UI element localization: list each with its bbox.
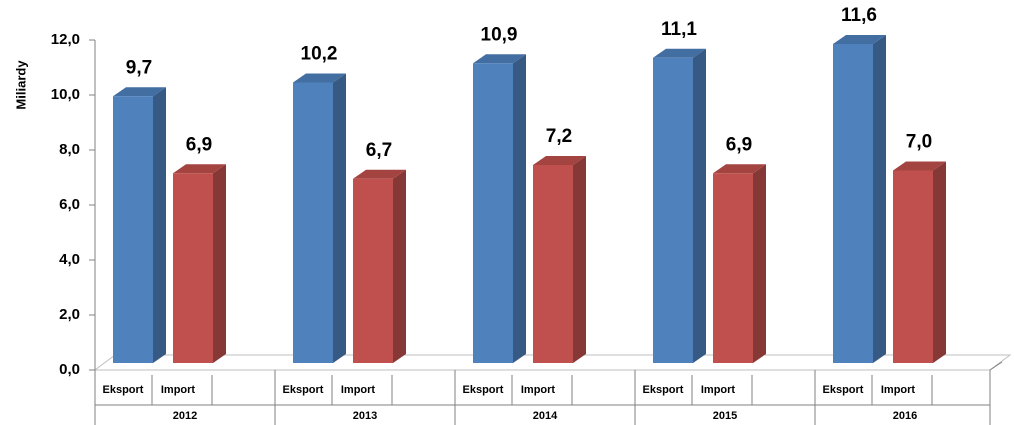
x-sub-label: Eksport bbox=[463, 384, 504, 396]
bar-top bbox=[713, 164, 766, 174]
x-sub-label: Eksport bbox=[823, 384, 864, 396]
value-label: 11,1 bbox=[661, 19, 697, 40]
bar-top bbox=[473, 54, 526, 64]
value-label: 9,7 bbox=[126, 57, 152, 78]
value-label: 6,9 bbox=[186, 134, 212, 155]
bar bbox=[173, 173, 213, 363]
y-axis-title: Miliardy bbox=[13, 60, 28, 110]
bar-top bbox=[113, 87, 166, 97]
x-sub-label: Import bbox=[341, 384, 376, 396]
bar-top bbox=[653, 48, 706, 58]
bar-top bbox=[353, 169, 406, 179]
bar-side bbox=[513, 54, 526, 363]
bar-side bbox=[753, 164, 766, 363]
bar bbox=[293, 82, 333, 363]
bar-side bbox=[873, 35, 886, 363]
x-group-label: 2015 bbox=[713, 410, 737, 422]
bar bbox=[833, 44, 873, 363]
bar-top bbox=[833, 35, 886, 44]
bar-side bbox=[153, 87, 166, 363]
bar-side bbox=[333, 73, 346, 363]
bar bbox=[473, 63, 513, 363]
bar-side bbox=[693, 48, 706, 363]
y-tick-label: 4,0 bbox=[59, 251, 80, 268]
bar-side bbox=[933, 161, 946, 363]
x-group-label: 2012 bbox=[173, 410, 197, 422]
bar-top bbox=[893, 161, 946, 171]
table-line bbox=[989, 361, 1003, 371]
value-label: 7,2 bbox=[546, 126, 572, 147]
bar bbox=[113, 96, 153, 363]
bar bbox=[353, 178, 393, 363]
x-sub-label: Import bbox=[161, 384, 196, 396]
y-tick-label: 2,0 bbox=[59, 306, 80, 323]
bar-top bbox=[173, 164, 226, 174]
bar-top bbox=[293, 73, 346, 83]
value-label: 10,9 bbox=[481, 24, 518, 45]
value-label: 7,0 bbox=[906, 132, 932, 153]
x-sub-label: Import bbox=[701, 384, 736, 396]
bar-side bbox=[393, 169, 406, 363]
bar-side bbox=[573, 156, 586, 363]
bar bbox=[653, 57, 693, 363]
value-label: 6,7 bbox=[366, 140, 392, 161]
bar-side bbox=[213, 164, 226, 363]
y-tick-label: 10,0 bbox=[51, 86, 80, 103]
x-sub-label: Eksport bbox=[283, 384, 324, 396]
value-label: 11,6 bbox=[841, 5, 877, 26]
x-group-label: 2016 bbox=[893, 410, 917, 422]
bar bbox=[533, 165, 573, 363]
y-tick-label: 8,0 bbox=[59, 141, 80, 158]
x-sub-label: Import bbox=[881, 384, 916, 396]
x-group-label: 2014 bbox=[533, 410, 558, 422]
value-label: 10,2 bbox=[301, 44, 338, 65]
x-sub-label: Eksport bbox=[103, 384, 144, 396]
value-label: 6,9 bbox=[726, 134, 752, 155]
y-tick-label: 0,0 bbox=[59, 361, 80, 378]
bar-top bbox=[533, 156, 586, 165]
x-sub-label: Eksport bbox=[643, 384, 684, 396]
y-tick-label: 6,0 bbox=[59, 196, 80, 213]
x-sub-label: Import bbox=[521, 384, 556, 396]
bar bbox=[893, 170, 933, 363]
x-group-label: 2013 bbox=[353, 410, 377, 422]
y-tick-label: 12,0 bbox=[51, 31, 80, 48]
bar bbox=[713, 173, 753, 363]
